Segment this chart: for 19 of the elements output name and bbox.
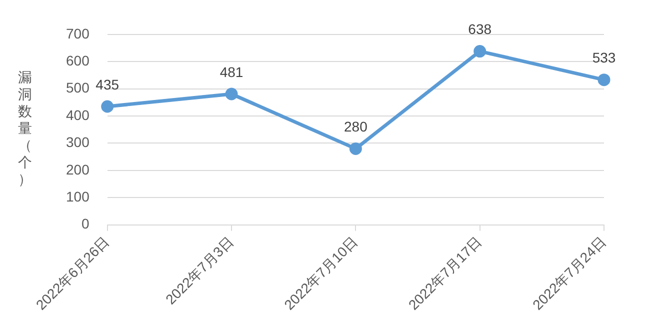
data-label: 280: [344, 118, 368, 135]
y-tick-label: 500: [66, 80, 90, 96]
point: [225, 88, 238, 100]
y-tick-label: 100: [66, 188, 90, 205]
point: [474, 45, 486, 58]
y-tick-label: 0: [82, 216, 90, 232]
data-label: 481: [220, 64, 244, 80]
y-tick-label: 600: [66, 52, 90, 68]
y-tick-label: 300: [66, 134, 90, 150]
data-label: 638: [468, 21, 492, 38]
data-label: 533: [592, 50, 616, 66]
point: [598, 74, 610, 86]
data-label: 435: [96, 76, 120, 92]
point: [349, 142, 362, 155]
y-tick-label: 400: [66, 106, 90, 123]
point: [101, 100, 114, 113]
y-tick-label: 200: [66, 161, 90, 178]
y-axis-title: 漏洞数量（个）: [17, 70, 33, 189]
y-tick-label: 700: [66, 25, 90, 42]
